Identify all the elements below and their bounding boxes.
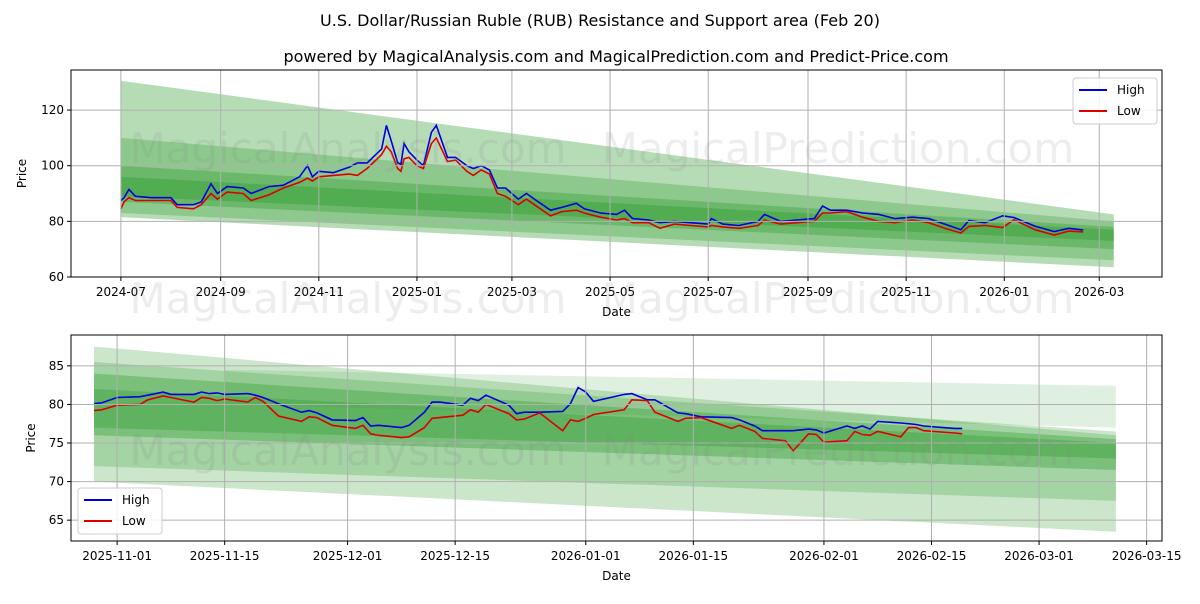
support-resistance-band: [224, 369, 1116, 428]
y-tick-label: 60: [49, 270, 64, 284]
high-series-line: [120, 123, 1084, 233]
high-series-line: [93, 386, 963, 434]
y-tick-label: 120: [41, 103, 64, 117]
support-resistance-band: [120, 80, 1114, 268]
legend-low-label: Low: [1117, 104, 1141, 118]
x-tick-label: 2026-03: [1074, 285, 1124, 299]
x-tick-label: 2026-01: [979, 285, 1029, 299]
legend-low-label: Low: [122, 514, 146, 528]
x-tick-label: 2024-07: [96, 285, 146, 299]
legend: High Low: [77, 487, 163, 535]
support-resistance-band: [120, 165, 1114, 250]
x-tick-label: 2025-11-01: [82, 549, 152, 563]
y-axis-label: Price: [24, 423, 38, 452]
x-tick-label: 2026-03-01: [1004, 549, 1074, 563]
x-tick-label: 2025-03: [487, 285, 537, 299]
x-tick-label: 2025-11: [881, 285, 931, 299]
legend-high-label: High: [122, 493, 150, 507]
plot-frame: [70, 334, 1163, 542]
x-tick-label: 2024-09: [196, 285, 246, 299]
chart-subtitle: powered by MagicalAnalysis.com and Magic…: [283, 47, 948, 66]
watermark: MagicalPrediction.com: [602, 274, 1075, 323]
low-series-line: [120, 136, 1084, 236]
watermark: MagicalPrediction.com: [602, 124, 1075, 173]
x-tick-label: 2025-01: [392, 285, 442, 299]
y-tick-label: 80: [49, 214, 64, 228]
y-axis-label: Price: [15, 159, 29, 188]
plot-frame: [70, 69, 1163, 278]
x-tick-label: 2025-12-01: [313, 549, 383, 563]
x-tick-label: 2025-11-15: [190, 549, 260, 563]
x-tick-label: 2026-03-15: [1112, 549, 1182, 563]
x-tick-label: 2024-11: [294, 285, 344, 299]
y-tick-label: 65: [49, 513, 64, 527]
y-tick-label: 70: [49, 475, 64, 489]
support-resistance-band: [94, 346, 1116, 532]
low-series-line: [93, 395, 963, 452]
watermark: MagicalPrediction.com: [602, 426, 1075, 475]
watermark: MagicalAnalysis.com: [130, 426, 567, 475]
plot-area: [120, 80, 1114, 268]
support-resistance-band: [94, 373, 1116, 471]
watermark: MagicalAnalysis.com: [130, 124, 567, 173]
x-tick-label: 2026-02-15: [897, 549, 967, 563]
y-tick-label: 100: [41, 159, 64, 173]
x-axis-label: Date: [602, 569, 631, 583]
support-resistance-band: [94, 389, 1116, 459]
x-tick-label: 2026-02-01: [789, 549, 859, 563]
x-tick-label: 2025-09: [783, 285, 833, 299]
x-tick-label: 2026-01-15: [658, 549, 728, 563]
watermark: MagicalAnalysis.com: [130, 274, 567, 323]
x-tick-label: 2025-05: [585, 285, 635, 299]
y-tick-label: 85: [49, 359, 64, 373]
support-resistance-band: [120, 137, 1114, 261]
x-tick-label: 2025-12-15: [420, 549, 490, 563]
y-tick-label: 80: [49, 397, 64, 411]
legend: High Low: [1072, 77, 1158, 125]
x-tick-label: 2026-01-01: [551, 549, 621, 563]
bottom-chart: 2025-11-01 2025-11-15 2025-12-01 2025-12-15…: [24, 334, 1182, 583]
support-resistance-band: [94, 362, 1116, 501]
chart-title: U.S. Dollar/Russian Ruble (RUB) Resistan…: [320, 11, 880, 30]
support-resistance-band: [120, 176, 1114, 241]
x-axis-label: Date: [602, 305, 631, 319]
y-tick-label: 75: [49, 436, 64, 450]
x-tick-label: 2025-07: [683, 285, 733, 299]
plot-area: [93, 346, 1116, 532]
top-chart: 2024-07 2024-09 2024-11 2025-01 2025-03 2025-…: [15, 69, 1163, 323]
legend-high-label: High: [1117, 83, 1145, 97]
